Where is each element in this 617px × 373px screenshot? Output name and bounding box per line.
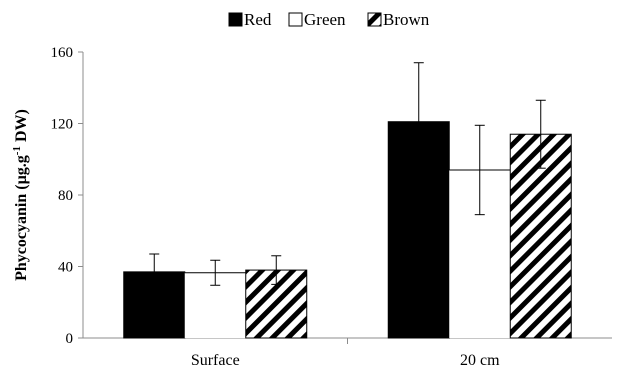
legend-label-brown: Brown	[383, 10, 430, 29]
y-tick-label: 40	[58, 260, 73, 276]
bar-brown	[245, 269, 308, 339]
x-tick-label: 20 cm	[460, 352, 500, 368]
legend-item-green: Green	[288, 10, 346, 29]
y-axis-label: Phycocyanin (µg.g-1 DW)	[11, 109, 30, 281]
y-tick-label: 160	[51, 45, 74, 61]
legend-label-green: Green	[304, 10, 346, 29]
legend-label-red: Red	[244, 10, 272, 29]
x-tick-label: Surface	[191, 352, 240, 368]
legend-swatch-red	[228, 12, 243, 27]
y-tick-label: 0	[66, 331, 74, 347]
y-axis-label-main: Phycocyanin (µg.g	[13, 155, 30, 281]
y-axis-label-suffix: DW)	[13, 109, 30, 146]
legend-swatch-brown	[367, 12, 382, 27]
bars	[123, 121, 572, 339]
legend: Red Green Brown	[228, 10, 430, 29]
axis-labels: Phycocyanin (µg.g-1 DW) 0 40 80 120 160 Surfa…	[11, 45, 500, 369]
error-bars	[149, 62, 546, 291]
legend-item-red: Red	[228, 10, 272, 29]
y-tick-label: 80	[58, 188, 73, 204]
legend-swatch-green	[288, 12, 303, 27]
legend-item-brown: Brown	[367, 10, 430, 29]
y-tick-label: 120	[51, 117, 74, 133]
y-axis-label-superscript: -1	[11, 146, 23, 155]
